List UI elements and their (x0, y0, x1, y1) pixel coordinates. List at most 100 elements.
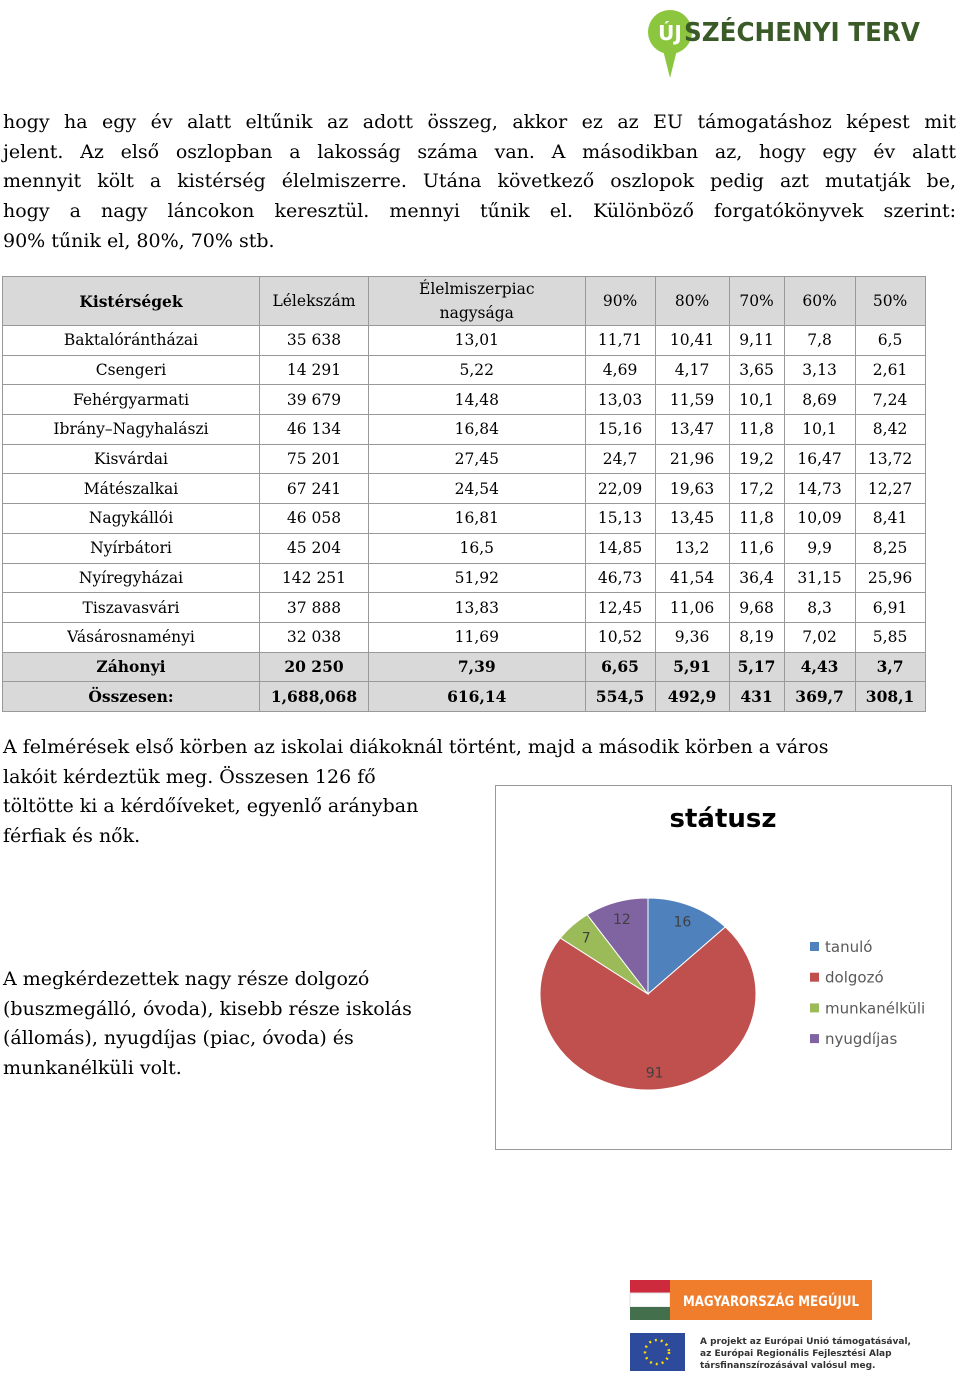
table-cell: Tiszavasvári (2, 592, 260, 623)
table-cell: 492,9 (654, 681, 730, 712)
chart-title: státusz (670, 804, 777, 834)
table-cell: 5,22 (368, 354, 586, 386)
table-cell: Záhonyi (2, 651, 260, 683)
table-cell: 3,65 (728, 354, 785, 386)
table-row: Nagykállói 46 058 16,81 15,13 13,45 11,8 10,09… (2, 503, 926, 534)
table-cell: 5,91 (654, 651, 730, 683)
table-cell: 7,24 (854, 384, 926, 416)
table-cell: 10,52 (584, 621, 656, 653)
table-cell: 7,02 (783, 621, 856, 653)
table-cell: 5,17 (728, 651, 785, 683)
header-cell: Kistérségek (2, 276, 260, 326)
table-cell: 7,39 (368, 651, 586, 683)
table-cell: 16,5 (368, 532, 586, 564)
table-row: Fehérgyarmati 39 679 14,48 13,03 11,59 10,1 8,… (2, 384, 926, 416)
table-cell: 8,42 (854, 414, 926, 445)
table-cell: 9,11 (728, 325, 785, 356)
table-cell: 13,47 (654, 414, 730, 445)
table-row: Nyírbátori 45 204 16,5 14,85 13,2 11,6 9,9 8,25 (2, 532, 926, 564)
table-cell: 37 888 (259, 592, 369, 623)
table-cell: 46,73 (584, 562, 656, 594)
table-cell: 10,1 (728, 384, 785, 416)
table-cell: 6,65 (584, 651, 656, 683)
table-cell: 4,69 (584, 354, 656, 386)
flag-white (629, 1292, 671, 1308)
table-cell: 1,688,068 (259, 681, 369, 712)
header-cell: 80% (654, 276, 730, 326)
table-cell: 8,41 (854, 503, 926, 534)
table-cell: 369,7 (783, 681, 856, 712)
table-cell: 14,73 (783, 473, 856, 505)
table-cell: 75 201 (259, 443, 369, 475)
table-cell: 8,19 (728, 621, 785, 653)
table-cell: 7,8 (783, 325, 856, 356)
table-cell: 10,41 (654, 325, 730, 356)
table-row: Mátészalkai 67 241 24,54 22,09 19,63 17,2 14,7… (2, 473, 926, 505)
table-cell: 19,2 (728, 443, 785, 475)
table-cell: 32 038 (259, 621, 369, 653)
table-cell: 13,83 (368, 592, 586, 623)
table-cell: 21,96 (654, 443, 730, 475)
table-cell: 13,72 (854, 443, 926, 475)
table-cell: 8,3 (783, 592, 856, 623)
footer-note: társfinanszírozásával valósul meg. (700, 1360, 875, 1371)
table-cell: 12,45 (584, 592, 656, 623)
table-cell: Baktalórántházai (2, 325, 260, 356)
table-cell: 431 (728, 681, 785, 712)
text-line: hogy ha egy év alatt eltűnik az adott ös… (3, 111, 956, 133)
table-cell: 2,61 (854, 354, 926, 386)
text-line: férfiak és nők. (3, 825, 141, 848)
table-cell: 51,92 (368, 562, 586, 594)
table-cell: 45 204 (259, 532, 369, 564)
table-row: Csengeri 14 291 5,22 4,69 4,17 3,65 3,13 2,61 (2, 354, 926, 386)
table-cell: 11,8 (728, 503, 785, 534)
table-cell: 24,7 (584, 443, 656, 475)
table-cell: 67 241 (259, 473, 369, 505)
header-cell: Élelmiszerpiac nagysága (368, 276, 586, 326)
table-cell: Összesen: (2, 681, 260, 712)
table-cell: 11,8 (728, 414, 785, 445)
table-cell: 14,48 (368, 384, 586, 416)
table-cell: 8,25 (854, 532, 926, 564)
table-cell: 616,14 (368, 681, 586, 712)
legend-label: tanuló (825, 938, 872, 956)
table-cell: 11,59 (654, 384, 730, 416)
table-cell: 16,81 (368, 503, 586, 534)
text-line: töltötte ki a kérdőíveket, egyenlő arány… (3, 795, 419, 818)
text-line: A megkérdezettek nagy része dolgozó (3, 968, 370, 990)
header-cell: 90% (584, 276, 656, 326)
table-row: Vásárosnaményi 32 038 11,69 10,52 9,36 8,19 7,… (2, 621, 926, 653)
table-cell: 22,09 (584, 473, 656, 505)
header-cell: 50% (854, 276, 926, 326)
table-cell: 554,5 (584, 681, 656, 712)
header-cell: Lélekszám (259, 276, 369, 326)
table-cell: 41,54 (654, 562, 730, 594)
table-row: Tiszavasvári 37 888 13,83 12,45 11,06 9,68 8,3… (2, 592, 926, 623)
legend-label: nyugdíjas (825, 1030, 897, 1048)
table-cell: 27,45 (368, 443, 586, 475)
header-cell: 70% (728, 276, 785, 326)
table-cell: 3,7 (854, 651, 926, 683)
table-cell: 10,1 (783, 414, 856, 445)
table-cell: 15,16 (584, 414, 656, 445)
flag-green (630, 1307, 670, 1320)
text-line: hogy a nagy láncokon keresztül. mennyi t… (3, 200, 956, 223)
banner-text: MAGYARORSZÁG MEGÚJUL (683, 1292, 859, 1310)
table-cell: 4,43 (783, 651, 856, 683)
text-line: munkanélküli volt. (3, 1057, 182, 1080)
text-line: jelent. Az első oszlopban a lakosság szá… (3, 140, 956, 163)
table-cell: Vásárosnaményi (2, 621, 260, 653)
legend-swatch (810, 1034, 819, 1044)
table-row: Baktalórántházai 35 638 13,01 11,71 10,41 9,1… (2, 325, 926, 356)
table-cell: 19,63 (654, 473, 730, 505)
legend-swatch (810, 1003, 819, 1013)
text-line: mennyit költ a kistérség élelmiszerre. U… (3, 170, 956, 193)
banner (670, 1280, 872, 1320)
table-cell: Nyírbátori (2, 532, 260, 564)
pie-slice (647, 897, 727, 996)
logo-circle (648, 10, 692, 54)
table-cell: 14 291 (259, 354, 369, 386)
table-cell: 9,9 (783, 532, 856, 564)
table-cell: 11,71 (584, 325, 656, 356)
